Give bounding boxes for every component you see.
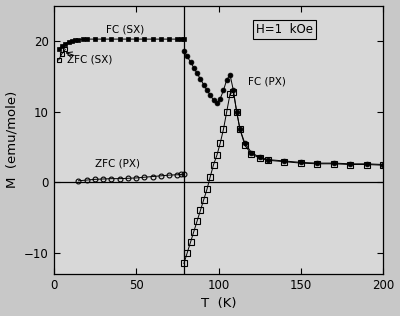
Text: H=1  kOe: H=1 kOe [256, 23, 314, 36]
Text: FC (SX): FC (SX) [106, 24, 145, 34]
Text: ZFC (SX): ZFC (SX) [67, 54, 112, 64]
Y-axis label: M  (emu/mole): M (emu/mole) [6, 91, 18, 188]
Text: FC (PX): FC (PX) [248, 77, 286, 87]
X-axis label: T  (K): T (K) [201, 297, 236, 310]
Text: ZFC (PX): ZFC (PX) [95, 159, 140, 169]
